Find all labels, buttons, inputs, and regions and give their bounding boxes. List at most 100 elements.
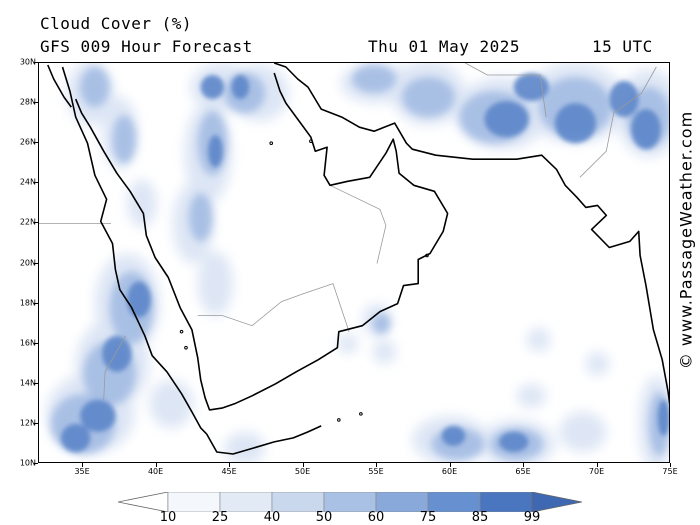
lon-label: 40E [147,467,164,476]
cloud-cell [402,77,455,118]
cloud-cell [197,251,234,316]
lat-label: 16N [19,338,36,348]
colorbar-level-label: 25 [211,510,229,525]
lat-label: 24N [19,177,36,187]
map-panel [38,62,670,463]
lon-label: 75E [662,467,678,476]
lat-tick [34,463,38,464]
lat-label: 18N [19,298,36,308]
lat-tick [34,342,38,344]
colorbar-swatch [375,492,429,512]
cloud-cover-map [39,63,669,462]
coastline [205,425,322,455]
lat-label: 10N [19,458,36,468]
colorbar-level-label: 85 [471,510,489,525]
forecast-label: GFS 009 Hour Forecast [40,37,253,56]
country-border [465,63,547,118]
lon-tick [376,463,378,467]
cloud-cell [441,425,466,446]
island [359,412,363,416]
colorbar [118,492,582,512]
cloud-cell [352,65,397,94]
island [337,418,341,422]
lat-tick [34,382,38,384]
lat-label: 28N [19,97,36,107]
cloud-cell [609,81,639,118]
forecast-time: 15 UTC [592,37,653,56]
coastline [61,66,208,435]
lat-tick [34,62,38,63]
lat-label: 14N [19,378,36,388]
colorbar-swatch [167,492,221,512]
lon-label: 70E [588,467,605,476]
cloud-cell [559,411,607,452]
cloud-cell [372,339,397,364]
cloud-cell [127,179,157,228]
island [179,329,184,334]
cloud-cell [200,75,225,100]
colorbar-swatch [323,492,377,512]
colorbar-level-label: 99 [523,510,541,525]
lon-label: 55E [368,467,384,476]
cloud-cell [657,399,669,436]
island [425,253,429,258]
country-border [329,184,387,264]
colorbar-swatch [427,492,481,512]
cloud-cell [513,73,550,102]
watermark: © www.PassageWeather.com [675,80,697,400]
lat-label: 22N [19,217,36,227]
coastline [74,72,449,411]
lat-tick [34,182,38,184]
country-border [103,335,127,400]
cloud-cell [585,351,610,376]
cloud-cell [61,423,91,452]
country-border [579,66,657,178]
lon-tick [670,463,671,467]
cloud-cell [224,431,266,462]
lon-label: 50E [294,467,311,476]
colorbar-level-label: 60 [367,510,385,525]
colorbar-swatch [219,492,273,512]
lat-label: 26N [19,137,36,147]
colorbar-swatch [479,492,533,512]
cloud-cell [80,67,110,108]
lon-label: 45E [221,467,237,476]
lat-tick [34,222,38,224]
cloud-cell [372,313,391,334]
lat-label: 12N [19,418,36,428]
colorbar-level-label: 10 [159,510,177,525]
country-borders [39,63,657,400]
colorbar-arrow-right [531,492,582,512]
colorbar-level-label: 40 [263,510,281,525]
cloud-cell [127,281,151,318]
cloud-cell [631,109,661,150]
colorbar-level-label: 75 [419,510,437,525]
cloud-cell [554,103,597,144]
cloud-cell [149,379,194,428]
cloud-cell [231,75,250,100]
lat-tick [34,262,38,264]
lat-tick [34,102,38,104]
lon-tick [523,463,525,467]
island [269,141,274,145]
cloud-cell [526,327,551,352]
lon-tick [449,463,451,467]
lon-label: 60E [441,467,458,476]
forecast-date: Thu 01 May 2025 [368,37,520,56]
island [184,345,188,350]
cloud-cell [80,399,116,432]
lat-label: 30N [19,57,36,67]
map-title: Cloud Cover (%) [40,14,192,33]
lon-label: 65E [515,467,531,476]
cloud-cell [188,193,213,242]
coastline [47,64,72,108]
lat-tick [34,142,38,144]
cloud-cell [102,335,132,372]
coastlines [47,63,669,455]
lon-tick [302,463,304,467]
lon-tick [596,463,598,467]
cloud-cell [208,135,223,168]
colorbar-arrow-left [118,492,169,512]
cloud-cell [516,383,547,408]
lat-tick [34,422,38,424]
